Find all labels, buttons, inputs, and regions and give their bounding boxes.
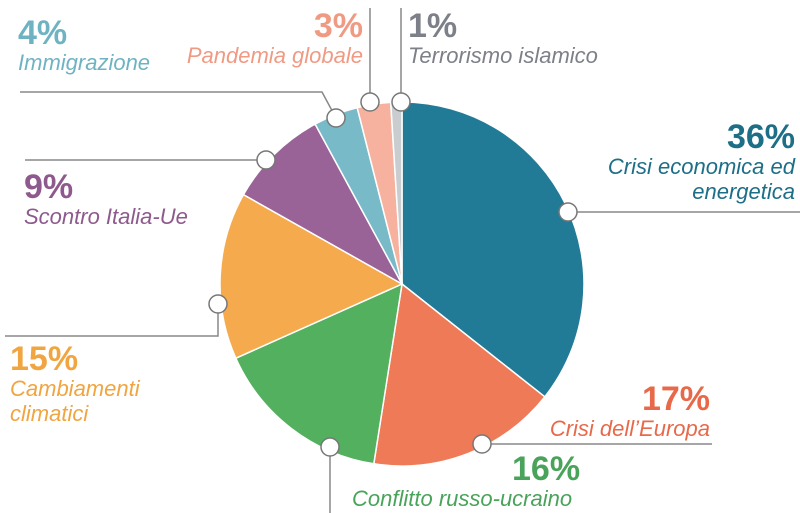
percent-label: 9% — [24, 168, 74, 206]
slice-label: 36% Crisi economica ed energetica — [535, 120, 795, 205]
slice-label: 15% Cambiamenti climatici — [10, 342, 160, 427]
category-label: Pandemia globale — [186, 43, 363, 68]
slice-label: 9% Scontro Italia-Ue — [24, 170, 264, 229]
category-label: Immigrazione — [18, 50, 151, 75]
slice-label: 16% Conflitto russo-ucraino — [352, 452, 632, 511]
percent-label: 36% — [726, 118, 795, 156]
pie-slice — [219, 193, 404, 360]
leader-dot — [326, 108, 346, 128]
category-label: Conflitto russo-ucraino — [352, 486, 573, 511]
leader-dot — [472, 434, 492, 454]
category-label: Crisi dell’Europa — [549, 416, 710, 441]
percent-label: 16% — [512, 450, 581, 488]
category-label: Scontro Italia-Ue — [24, 204, 188, 229]
pie-slice — [242, 123, 404, 286]
percent-label: 4% — [18, 14, 68, 52]
category-label: Cambiamenti climatici — [10, 376, 140, 427]
percent-label: 15% — [10, 340, 79, 378]
leader-dot — [320, 437, 340, 457]
slice-label: 3% Pandemia globale — [143, 9, 363, 68]
leader-dot — [360, 92, 380, 112]
percent-label: 17% — [641, 380, 710, 418]
pie-slice — [234, 282, 403, 465]
leader-dot — [256, 150, 276, 170]
slice-label: 4% Immigrazione — [18, 16, 218, 75]
percent-label: 1% — [408, 7, 458, 45]
leader-dot — [208, 294, 228, 314]
percent-label: 3% — [313, 7, 363, 45]
leader-line — [20, 91, 337, 119]
pie-slice — [372, 282, 546, 467]
category-label: Terrorismo islamico — [408, 43, 598, 68]
leader-dot — [558, 202, 578, 222]
leader-line — [5, 304, 219, 337]
slice-label: 17% Crisi dell’Europa — [450, 382, 710, 441]
category-label: Crisi economica ed energetica — [607, 154, 795, 205]
leader-dot — [391, 92, 411, 112]
slice-label: 1% Terrorismo islamico — [408, 9, 628, 68]
